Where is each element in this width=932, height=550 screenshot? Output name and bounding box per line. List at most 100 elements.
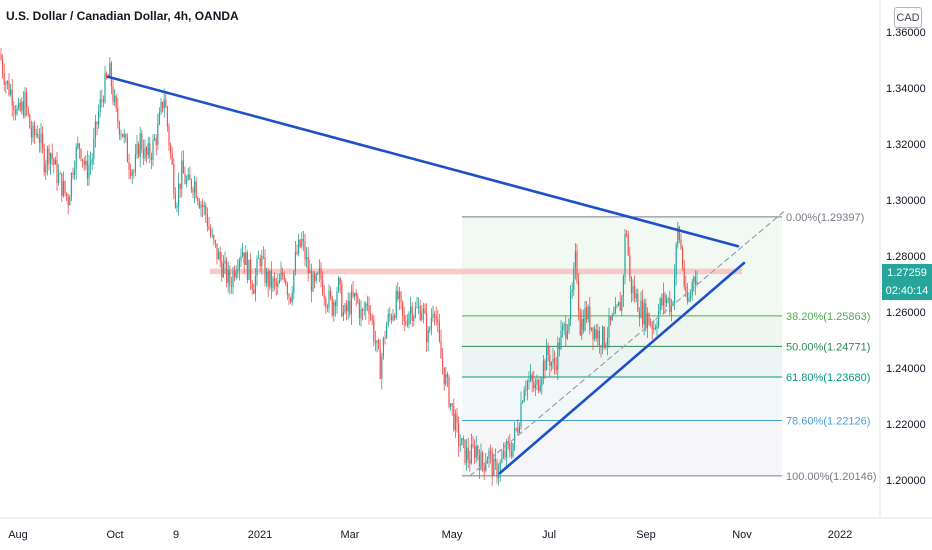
candle-body <box>90 162 92 166</box>
candle-body <box>3 72 5 85</box>
candle-body <box>206 214 208 227</box>
candle-body <box>203 205 205 208</box>
candle-body <box>331 297 333 316</box>
trendline-descending_resistance[interactable] <box>106 75 740 248</box>
time-tick-label: Mar <box>341 529 360 541</box>
candle-body <box>366 303 368 306</box>
candle-body <box>306 257 308 260</box>
candle-body <box>61 173 63 197</box>
candle-body <box>626 234 628 235</box>
candle-body <box>619 302 621 311</box>
candle-body <box>485 463 487 471</box>
candle-body <box>30 128 32 138</box>
candle-body <box>435 315 437 320</box>
candle-body <box>51 153 53 159</box>
candle-body <box>616 305 618 307</box>
candle-body <box>387 314 389 325</box>
candle-body <box>171 152 173 165</box>
candle-body <box>501 457 503 463</box>
candle-body <box>395 290 397 318</box>
candle-body <box>165 99 167 108</box>
candle-body <box>640 300 642 318</box>
candle-body <box>142 149 144 159</box>
candle-body <box>654 327 656 329</box>
candle-body <box>608 316 610 338</box>
candle-body <box>154 138 156 141</box>
candle-body <box>595 329 597 339</box>
candle-body <box>128 162 130 170</box>
candle-body <box>562 326 564 331</box>
candle-body <box>240 256 242 261</box>
price-tick-label: 1.34000 <box>886 83 926 95</box>
candle-body <box>347 301 349 312</box>
trendlines[interactable] <box>106 75 787 477</box>
candle-body <box>250 259 252 283</box>
candle-body <box>384 337 386 339</box>
candle-body <box>288 294 290 298</box>
candle-body <box>293 271 295 293</box>
candle-body <box>350 291 352 315</box>
candle-body <box>478 455 480 470</box>
candle-body <box>19 102 21 111</box>
candle-body <box>94 121 96 139</box>
candle-body <box>160 102 162 113</box>
candle-body <box>506 441 508 458</box>
candle-body <box>282 272 284 276</box>
candle-body <box>643 303 645 325</box>
trendline-ascending_support[interactable] <box>498 261 746 475</box>
candle-body <box>533 381 535 389</box>
candle-body <box>629 255 631 277</box>
candle-body <box>78 143 80 149</box>
candle-body <box>104 73 106 103</box>
candle-body <box>186 179 188 184</box>
candle-body <box>602 326 604 348</box>
candle-body <box>338 277 340 292</box>
candle-body <box>682 248 684 267</box>
candle-body <box>418 306 420 308</box>
candle-body <box>168 126 170 146</box>
candle-body <box>546 346 548 371</box>
candle-body <box>69 196 71 206</box>
candle-body <box>466 447 468 463</box>
fibonacci-retracement[interactable]: 0.00%(1.29397) 38.20%(1.25863) 50.00%(1.24… <box>462 212 877 483</box>
trendline-dashed_projection[interactable] <box>469 209 787 477</box>
candle-body <box>483 465 485 471</box>
currency-badge[interactable]: CAD <box>894 7 922 28</box>
candle-body <box>381 356 383 379</box>
candle-body <box>312 274 314 292</box>
candle-body <box>70 173 72 197</box>
time-tick-label: Nov <box>732 529 752 541</box>
time-tick-label: Jul <box>542 529 556 541</box>
candle-body <box>298 239 300 254</box>
candle-body <box>211 235 213 237</box>
candle-body <box>509 443 511 452</box>
candle-body <box>226 260 228 283</box>
candle-body <box>126 137 128 163</box>
candle-body <box>237 269 239 272</box>
candle-body <box>530 374 532 380</box>
price-axis[interactable]: 1.36000 1.34000 1.32000 1.30000 1.28000 1.260… <box>886 27 926 487</box>
candle-body <box>603 326 605 348</box>
candle-body <box>434 314 436 316</box>
candle-body <box>134 154 136 172</box>
candle-body <box>499 462 501 474</box>
candle-body <box>613 313 615 315</box>
candle-body <box>574 251 576 269</box>
candle-body <box>571 289 573 293</box>
resistance-zone-box[interactable] <box>210 268 742 275</box>
candle-body <box>278 280 280 284</box>
last-price-tag: 1.27259 02:40:14 <box>882 264 932 300</box>
candle-body <box>138 143 140 157</box>
candle-body <box>386 324 388 339</box>
candle-body <box>547 346 549 355</box>
candle-body <box>218 251 220 260</box>
candle-body <box>86 160 88 179</box>
candle-body <box>688 297 690 302</box>
candle-body <box>146 147 148 156</box>
time-axis[interactable]: Aug Oct 9 2021 Mar May Jul Sep Nov 2022 <box>8 529 852 541</box>
candle-body <box>72 173 74 175</box>
resistance-zone[interactable] <box>210 268 742 275</box>
candle-body <box>213 235 215 241</box>
candle-body <box>245 252 247 266</box>
